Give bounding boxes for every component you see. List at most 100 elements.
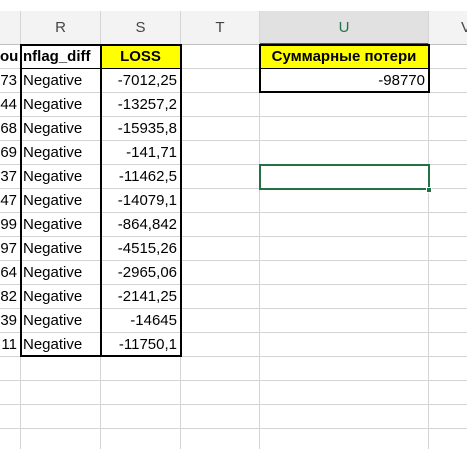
cell[interactable] — [21, 381, 101, 405]
cell[interactable] — [260, 333, 429, 357]
cell[interactable] — [429, 429, 467, 449]
data-cell-nflag[interactable]: Negative — [21, 309, 101, 333]
cell[interactable] — [260, 405, 429, 429]
cell[interactable] — [181, 429, 260, 449]
cell[interactable] — [260, 141, 429, 165]
cell[interactable] — [0, 405, 21, 429]
data-cell-q[interactable]: 99 — [0, 213, 21, 237]
data-cell-loss[interactable]: -13257,2 — [101, 93, 181, 117]
cell[interactable] — [181, 237, 260, 261]
data-cell-q[interactable]: 37 — [0, 165, 21, 189]
header-cell-nflag-diff[interactable]: nflag_diff — [21, 45, 101, 69]
data-cell-nflag[interactable]: Negative — [21, 261, 101, 285]
cell[interactable] — [21, 357, 101, 381]
data-cell-loss[interactable]: -7012,25 — [101, 69, 181, 93]
data-cell-nflag[interactable]: Negative — [21, 285, 101, 309]
cell[interactable] — [181, 141, 260, 165]
data-cell-q[interactable]: 97 — [0, 237, 21, 261]
data-cell-q[interactable]: 47 — [0, 189, 21, 213]
data-cell-loss[interactable]: -14645 — [101, 309, 181, 333]
data-cell-loss[interactable]: -11750,1 — [101, 333, 181, 357]
cell[interactable] — [21, 405, 101, 429]
cell[interactable] — [181, 45, 260, 69]
cell[interactable] — [429, 309, 467, 333]
cell[interactable] — [181, 357, 260, 381]
cell[interactable] — [429, 45, 467, 69]
data-cell-loss[interactable]: -11462,5 — [101, 165, 181, 189]
cell[interactable] — [181, 189, 260, 213]
data-cell-loss[interactable]: -2141,25 — [101, 285, 181, 309]
cell[interactable] — [260, 93, 429, 117]
cell[interactable] — [429, 213, 467, 237]
cell[interactable] — [101, 357, 181, 381]
column-header-q[interactable] — [0, 11, 21, 45]
cell[interactable] — [260, 309, 429, 333]
data-cell-loss[interactable]: -15935,8 — [101, 117, 181, 141]
cell[interactable] — [181, 93, 260, 117]
summary-value-cell[interactable]: -98770 — [260, 69, 429, 93]
cell[interactable] — [181, 285, 260, 309]
cell[interactable] — [429, 237, 467, 261]
header-cell-loss[interactable]: LOSS — [101, 45, 181, 69]
data-cell-loss[interactable]: -14079,1 — [101, 189, 181, 213]
data-cell-loss[interactable]: -2965,06 — [101, 261, 181, 285]
cell[interactable] — [260, 165, 429, 189]
data-cell-q[interactable]: 73 — [0, 69, 21, 93]
cell[interactable] — [0, 357, 21, 381]
cell[interactable] — [260, 285, 429, 309]
cell[interactable] — [181, 261, 260, 285]
cell[interactable] — [260, 117, 429, 141]
data-cell-loss[interactable]: -4515,26 — [101, 237, 181, 261]
cell[interactable] — [101, 429, 181, 449]
cell[interactable] — [260, 381, 429, 405]
data-cell-nflag[interactable]: Negative — [21, 141, 101, 165]
cell[interactable] — [429, 93, 467, 117]
cell[interactable] — [181, 405, 260, 429]
data-cell-nflag[interactable]: Negative — [21, 237, 101, 261]
data-cell-loss[interactable]: -141,71 — [101, 141, 181, 165]
cell[interactable] — [181, 69, 260, 93]
column-header-t[interactable]: T — [181, 11, 260, 45]
cell[interactable] — [181, 309, 260, 333]
column-header-v[interactable]: V — [429, 11, 467, 45]
cell[interactable] — [429, 333, 467, 357]
cell[interactable] — [260, 189, 429, 213]
data-cell-q[interactable]: 44 — [0, 93, 21, 117]
cell[interactable] — [181, 213, 260, 237]
data-cell-nflag[interactable]: Negative — [21, 333, 101, 357]
data-cell-nflag[interactable]: Negative — [21, 165, 101, 189]
cell[interactable] — [260, 237, 429, 261]
cell[interactable] — [429, 141, 467, 165]
cell[interactable] — [260, 213, 429, 237]
data-cell-q[interactable]: 11 — [0, 333, 21, 357]
data-cell-q[interactable]: 69 — [0, 141, 21, 165]
header-cell-q-partial[interactable]: ou — [0, 45, 21, 69]
cell[interactable] — [429, 189, 467, 213]
cell[interactable] — [181, 381, 260, 405]
cell[interactable] — [101, 381, 181, 405]
cell[interactable] — [429, 357, 467, 381]
cell[interactable] — [429, 117, 467, 141]
active-cell-selection[interactable] — [259, 164, 430, 190]
data-cell-nflag[interactable]: Negative — [21, 213, 101, 237]
data-cell-q[interactable]: 64 — [0, 261, 21, 285]
cell[interactable] — [429, 405, 467, 429]
data-cell-nflag[interactable]: Negative — [21, 189, 101, 213]
cell[interactable] — [181, 117, 260, 141]
cell[interactable] — [181, 333, 260, 357]
cell[interactable] — [260, 357, 429, 381]
cell[interactable] — [0, 429, 21, 449]
cell[interactable] — [429, 285, 467, 309]
data-cell-q[interactable]: 68 — [0, 117, 21, 141]
column-header-u[interactable]: U — [260, 11, 429, 45]
column-header-r[interactable]: R — [21, 11, 101, 45]
cell[interactable] — [21, 429, 101, 449]
cell[interactable] — [260, 429, 429, 449]
cell[interactable] — [0, 381, 21, 405]
data-cell-nflag[interactable]: Negative — [21, 117, 101, 141]
cell[interactable] — [101, 405, 181, 429]
cell[interactable] — [429, 69, 467, 93]
data-cell-q[interactable]: 39 — [0, 309, 21, 333]
data-cell-nflag[interactable]: Negative — [21, 69, 101, 93]
cell[interactable] — [429, 381, 467, 405]
